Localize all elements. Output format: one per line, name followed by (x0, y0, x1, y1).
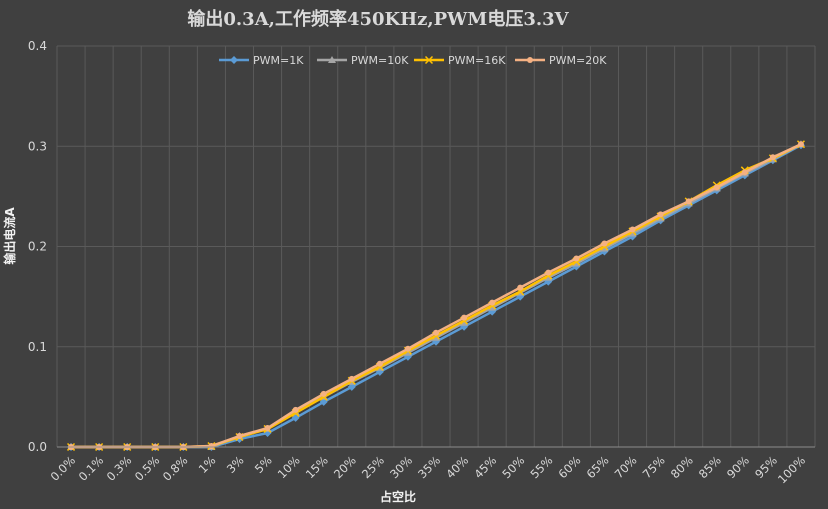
data-point (489, 299, 496, 306)
data-point (403, 348, 412, 356)
data-point (432, 333, 440, 341)
legend-item: PWM=1K (219, 54, 304, 67)
data-point (488, 303, 497, 311)
data-point (628, 229, 637, 237)
y-tick-label: 0.4 (28, 39, 47, 53)
grid (56, 45, 816, 447)
data-point (797, 141, 804, 148)
data-point (292, 406, 299, 413)
legend-label: PWM=16K (448, 54, 506, 67)
data-point (320, 390, 327, 397)
data-point (685, 198, 692, 205)
data-point (230, 56, 238, 64)
legend-label: PWM=1K (253, 54, 304, 67)
legend-item: PWM=10K (317, 54, 409, 67)
legend-label: PWM=20K (549, 54, 607, 67)
y-tick-label: 0.0 (28, 440, 47, 454)
data-point (572, 259, 581, 267)
data-point (404, 345, 411, 352)
data-point (544, 273, 553, 281)
data-point (460, 318, 469, 326)
data-point (236, 432, 243, 439)
data-point (656, 214, 665, 222)
data-point (601, 240, 608, 247)
data-point (600, 244, 609, 252)
data-point (713, 184, 720, 191)
legend-item: PWM=20K (515, 54, 607, 67)
data-point (433, 329, 439, 336)
data-point (376, 360, 383, 367)
data-point (264, 424, 271, 431)
data-point (657, 211, 664, 218)
y-axis-title: 输出电流A (2, 207, 17, 265)
data-point (347, 382, 356, 391)
y-tick-label: 0.2 (28, 240, 47, 254)
data-point (328, 56, 336, 63)
legend: PWM=1K PWM=10K PWM=16K PWM=20K (219, 54, 607, 67)
legend-label: PWM=10K (351, 54, 409, 67)
y-tick-label: 0.1 (28, 340, 47, 354)
x-axis-title: 占空比 (380, 489, 416, 504)
data-point (629, 226, 636, 233)
data-point (527, 57, 533, 63)
data-point (741, 169, 748, 176)
data-point (517, 284, 524, 291)
data-point (424, 55, 434, 65)
legend-item: PWM=16K (414, 54, 506, 67)
data-point (545, 269, 552, 276)
data-point (348, 375, 355, 382)
data-point-stroke (424, 55, 434, 65)
data-point (769, 154, 776, 161)
data-point (208, 442, 215, 449)
chart-title: 输出0.3A,工作频率450KHz,PWM电压3.3V (187, 8, 569, 30)
data-point (461, 314, 468, 321)
y-tick-label: 0.3 (28, 139, 47, 153)
data-point (573, 255, 580, 262)
